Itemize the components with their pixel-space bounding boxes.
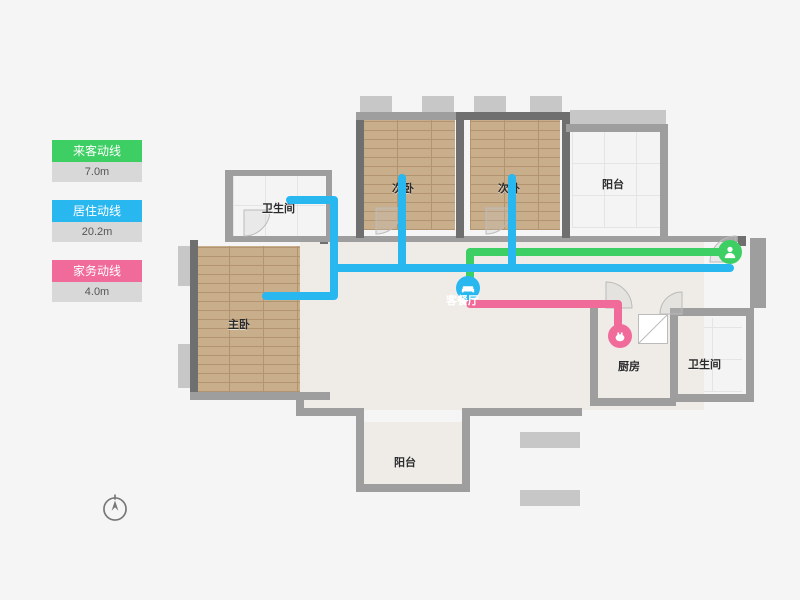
wall [670,308,678,400]
wall [190,240,198,398]
room-label-bath2: 卫生间 [688,356,721,372]
wall-stub [570,110,666,124]
wall [456,112,464,238]
door-arc [376,208,402,234]
guest-flow-badge-icon [718,240,742,264]
wall-stub [520,432,580,448]
wall [750,238,766,308]
room-label-kitchen: 厨房 [618,358,640,374]
compass-icon [98,492,132,526]
door-arc [486,208,512,234]
room-label-bath1: 卫生间 [262,200,295,216]
legend-value-guest: 7.0m [52,162,142,182]
floor-plain [364,422,462,484]
room-label-living: 客餐厅 [446,292,479,308]
door-arc [606,282,632,308]
wall [190,392,330,400]
wall [566,124,666,132]
wall [225,170,233,240]
room-label-balcony1: 阳台 [602,176,624,192]
wall [462,408,582,416]
door-arc [660,292,682,314]
wall [356,112,464,120]
legend: 来客动线 7.0m 居住动线 20.2m 家务动线 4.0m [52,140,142,320]
wall-stub [520,490,580,506]
wall [590,304,598,404]
wall [746,308,754,400]
wall-stub [360,96,392,112]
wall [296,408,362,416]
wall-stub [474,96,506,112]
floor-plan: 卫生间次卧次卧阳台主卧厨房卫生间阳台 客餐厅 [170,60,770,540]
legend-item-guest: 来客动线 7.0m [52,140,142,182]
legend-title-chore: 家务动线 [52,260,142,282]
wall [326,170,332,240]
wall-stub [530,96,562,112]
room-label-bed2b: 次卧 [498,180,520,196]
fixture [638,314,668,344]
legend-item-living: 居住动线 20.2m [52,200,142,242]
wall [462,408,470,490]
chore-flow-badge-icon [608,324,632,348]
wall [660,124,668,238]
wall [356,408,364,490]
wall [356,484,470,492]
wall [225,170,331,176]
wall [464,112,568,120]
room-label-bed2a: 次卧 [392,180,414,196]
room-label-master: 主卧 [228,316,250,332]
legend-title-living: 居住动线 [52,200,142,222]
legend-title-guest: 来客动线 [52,140,142,162]
wall-stub [422,96,454,112]
room-label-balcony2: 阳台 [394,454,416,470]
legend-value-living: 20.2m [52,222,142,242]
legend-value-chore: 4.0m [52,282,142,302]
wall [670,394,754,402]
floor-wood [470,120,560,230]
legend-item-chore: 家务动线 4.0m [52,260,142,302]
wall [356,112,364,238]
wall [670,308,754,316]
wall [590,398,676,406]
wall [296,392,304,414]
